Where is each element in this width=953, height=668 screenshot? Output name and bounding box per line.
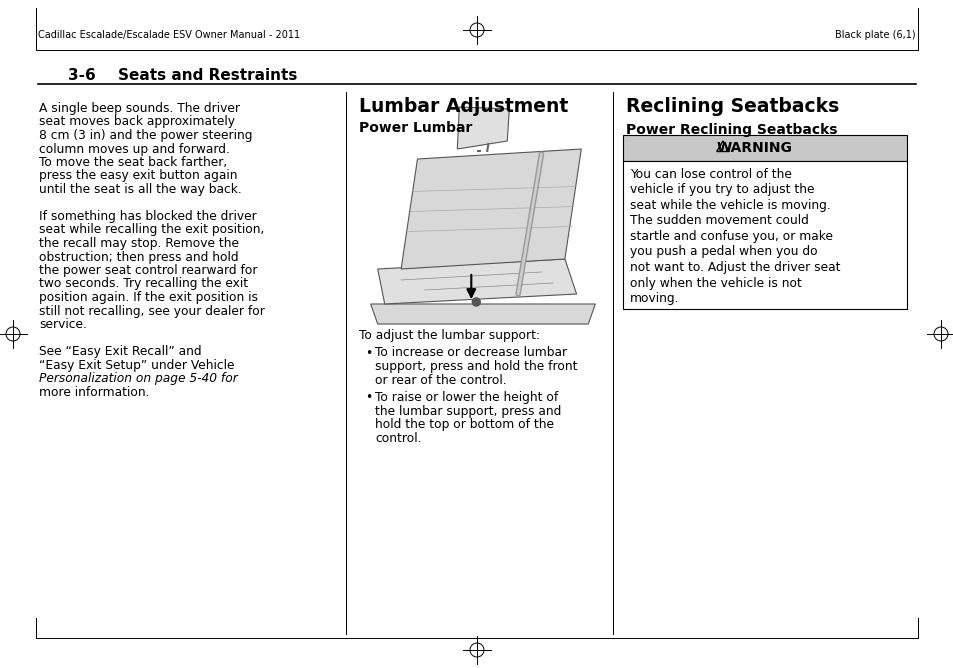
Text: two seconds. Try recalling the exit: two seconds. Try recalling the exit <box>39 277 248 291</box>
Circle shape <box>472 298 479 306</box>
Text: Black plate (6,1): Black plate (6,1) <box>835 30 915 40</box>
Text: more information.: more information. <box>39 385 150 399</box>
Text: To move the seat back farther,: To move the seat back farther, <box>39 156 227 169</box>
Text: 8 cm (3 in) and the power steering: 8 cm (3 in) and the power steering <box>39 129 253 142</box>
Text: you push a pedal when you do: you push a pedal when you do <box>629 246 817 259</box>
Polygon shape <box>400 149 580 269</box>
Text: If something has blocked the driver: If something has blocked the driver <box>39 210 256 223</box>
Text: The sudden movement could: The sudden movement could <box>629 214 808 228</box>
Text: Lumbar Adjustment: Lumbar Adjustment <box>358 97 568 116</box>
Text: Seats and Restraints: Seats and Restraints <box>118 68 297 83</box>
Text: You can lose control of the: You can lose control of the <box>629 168 791 181</box>
Polygon shape <box>371 304 595 324</box>
Text: column moves up and forward.: column moves up and forward. <box>39 142 230 156</box>
Text: not want to. Adjust the driver seat: not want to. Adjust the driver seat <box>629 261 840 274</box>
Text: startle and confuse you, or make: startle and confuse you, or make <box>629 230 832 243</box>
Text: hold the top or bottom of the: hold the top or bottom of the <box>375 418 554 431</box>
Text: !: ! <box>720 144 724 154</box>
Text: seat while the vehicle is moving.: seat while the vehicle is moving. <box>629 199 830 212</box>
Text: seat moves back approximately: seat moves back approximately <box>39 116 234 128</box>
Text: still not recalling, see your dealer for: still not recalling, see your dealer for <box>39 305 265 317</box>
Text: To raise or lower the height of: To raise or lower the height of <box>375 391 558 404</box>
Text: position again. If the exit position is: position again. If the exit position is <box>39 291 257 304</box>
Text: 3-6: 3-6 <box>68 68 95 83</box>
Text: service.: service. <box>39 318 87 331</box>
Text: WARNING: WARNING <box>717 141 792 155</box>
Text: Cadillac Escalade/Escalade ESV Owner Manual - 2011: Cadillac Escalade/Escalade ESV Owner Man… <box>38 30 300 40</box>
Text: obstruction; then press and hold: obstruction; then press and hold <box>39 250 238 263</box>
Text: Personalization on page 5-40 for: Personalization on page 5-40 for <box>39 372 237 385</box>
Text: Reclining Seatbacks: Reclining Seatbacks <box>625 97 839 116</box>
Text: press the easy exit button again: press the easy exit button again <box>39 170 237 182</box>
Text: the power seat control rearward for: the power seat control rearward for <box>39 264 257 277</box>
Text: seat while recalling the exit position,: seat while recalling the exit position, <box>39 224 264 236</box>
Bar <box>622 161 906 309</box>
Text: See “Easy Exit Recall” and: See “Easy Exit Recall” and <box>39 345 201 358</box>
Text: To adjust the lumbar support:: To adjust the lumbar support: <box>358 329 539 342</box>
Text: moving.: moving. <box>629 292 679 305</box>
Text: “Easy Exit Setup” under Vehicle: “Easy Exit Setup” under Vehicle <box>39 359 234 371</box>
Bar <box>622 135 906 161</box>
Text: only when the vehicle is not: only when the vehicle is not <box>629 277 801 289</box>
Polygon shape <box>377 259 576 304</box>
Text: •: • <box>365 347 372 359</box>
Polygon shape <box>456 107 509 149</box>
Text: the lumbar support, press and: the lumbar support, press and <box>375 405 560 418</box>
Text: Power Reclining Seatbacks: Power Reclining Seatbacks <box>625 123 837 137</box>
Text: A single beep sounds. The driver: A single beep sounds. The driver <box>39 102 240 115</box>
Text: control.: control. <box>375 432 421 444</box>
Text: the recall may stop. Remove the: the recall may stop. Remove the <box>39 237 239 250</box>
Text: or rear of the control.: or rear of the control. <box>375 373 506 387</box>
Text: vehicle if you try to adjust the: vehicle if you try to adjust the <box>629 184 814 196</box>
Text: To increase or decrease lumbar: To increase or decrease lumbar <box>375 347 566 359</box>
Text: •: • <box>365 391 372 404</box>
Text: support, press and hold the front: support, press and hold the front <box>375 360 577 373</box>
Text: Power Lumbar: Power Lumbar <box>358 121 472 135</box>
Text: until the seat is all the way back.: until the seat is all the way back. <box>39 183 241 196</box>
